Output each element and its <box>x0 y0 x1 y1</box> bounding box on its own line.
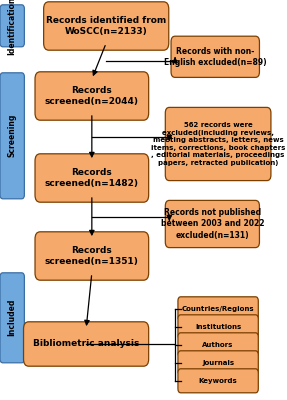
FancyBboxPatch shape <box>165 200 259 248</box>
Text: Institutions: Institutions <box>195 324 241 330</box>
Text: Authors: Authors <box>202 342 234 348</box>
FancyBboxPatch shape <box>35 232 149 280</box>
Text: Journals: Journals <box>202 360 234 366</box>
Text: Countries/Regions: Countries/Regions <box>182 306 255 312</box>
FancyBboxPatch shape <box>178 351 258 375</box>
Text: Included: Included <box>8 299 17 336</box>
Text: Screening: Screening <box>8 114 17 158</box>
FancyBboxPatch shape <box>178 333 258 357</box>
FancyBboxPatch shape <box>165 107 271 181</box>
FancyBboxPatch shape <box>0 273 24 363</box>
Text: Identification: Identification <box>8 0 17 55</box>
FancyBboxPatch shape <box>178 369 258 393</box>
Text: Records not published
between 2003 and 2022
excluded(n=131): Records not published between 2003 and 2… <box>161 208 264 240</box>
FancyBboxPatch shape <box>178 315 258 339</box>
FancyBboxPatch shape <box>171 36 259 77</box>
Text: Records
screened(n=1482): Records screened(n=1482) <box>45 168 139 188</box>
Text: 562 records were
excluded(including reviews,
meeting abstracts, letters, news
it: 562 records were excluded(including revi… <box>151 122 285 166</box>
Text: Records with non-
English excluded(n=89): Records with non- English excluded(n=89) <box>164 47 267 67</box>
FancyBboxPatch shape <box>178 297 258 321</box>
FancyBboxPatch shape <box>44 2 169 50</box>
FancyBboxPatch shape <box>35 72 149 120</box>
Text: Records identified from
WoSCC(n=2133): Records identified from WoSCC(n=2133) <box>46 16 166 36</box>
Text: Records
screened(n=2044): Records screened(n=2044) <box>45 86 139 106</box>
Text: Bibliometric analysis: Bibliometric analysis <box>33 340 139 348</box>
FancyBboxPatch shape <box>0 73 24 199</box>
FancyBboxPatch shape <box>35 154 149 202</box>
Text: Keywords: Keywords <box>199 378 238 384</box>
FancyBboxPatch shape <box>24 322 149 366</box>
Text: Records
screened(n=1351): Records screened(n=1351) <box>45 246 139 266</box>
FancyBboxPatch shape <box>0 5 24 47</box>
